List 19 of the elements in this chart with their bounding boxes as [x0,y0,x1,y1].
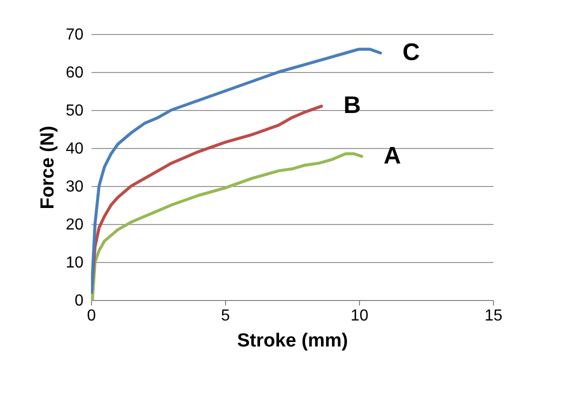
y-tick-label: 70 [66,26,84,44]
y-tick-label: 10 [66,254,84,272]
y-tick-label: 0 [74,292,84,310]
y-tick-label: 50 [66,102,84,120]
x-tick-label: 15 [484,308,502,324]
y-tick-label: 30 [66,178,84,196]
series-label: B [343,92,361,120]
x-tick-label: 10 [350,308,368,324]
line-series [91,48,382,294]
x-axis-title: Stroke (mm) [237,330,348,352]
x-tick-label: 5 [221,308,230,324]
series-label: A [384,142,402,170]
y-tick-label: 60 [66,64,84,82]
y-tick-label: 40 [66,140,84,158]
line-series [91,152,364,300]
series-label: C [402,39,420,66]
y-axis-title: Force (N) [38,126,59,210]
y-tick-label: 20 [66,216,84,234]
x-tick-label: 0 [87,308,96,324]
